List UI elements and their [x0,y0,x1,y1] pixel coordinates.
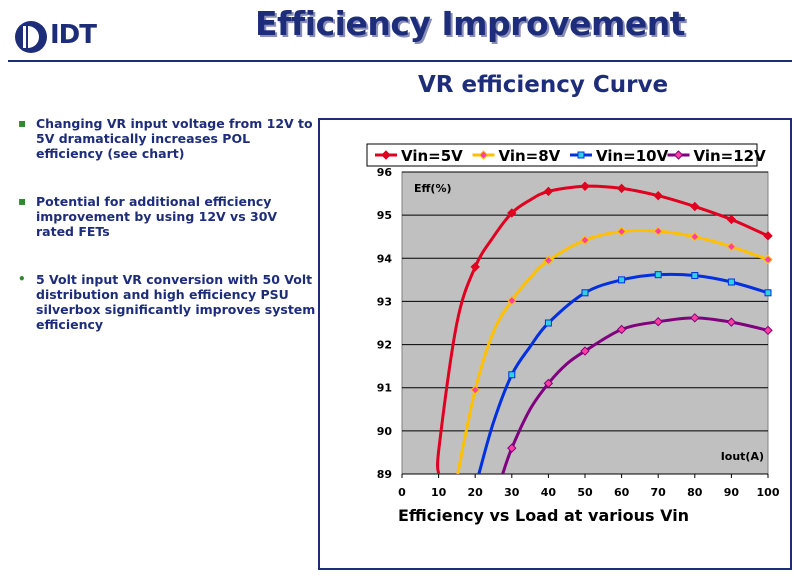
bullet-item: • 5 Volt input VR conversion with 50 Vol… [18,272,318,332]
efficiency-chart: 89 90 91 92 93 94 95 96 0 10 20 30 40 50 60 70 80 90 100 Ef… [366,143,780,499]
bullet-item: ▪ Changing VR input voltage from 12V to … [18,116,318,161]
y-tick-label: 90 [377,425,393,438]
data-point [653,316,663,327]
data-point [654,271,662,279]
x-tick-label: 0 [398,486,406,499]
x-tick-label: 20 [468,486,484,499]
plot-area [401,171,769,475]
data-point [470,262,480,272]
y-tick-label: 89 [377,468,392,481]
data-point [690,232,700,242]
bullet-list: ▪ Changing VR input voltage from 12V to … [18,116,318,332]
legend-label: Vin=8V [499,147,561,165]
bullet-text: 5 Volt input VR conversion with 50 Volt … [36,272,316,332]
bullet-text: Potential for additional efficiency impr… [36,194,278,239]
series-line-1 [436,184,768,474]
x-tick-label: 70 [651,486,667,499]
x-tick-label: 30 [504,486,520,499]
bullet-marker: • [18,272,26,286]
y-tick-label: 92 [377,339,392,352]
y-axis-label: Eff(%) [414,182,452,195]
idt-logo: IDT [14,20,114,56]
legend-label: Vin=5V [401,147,463,165]
data-point [508,371,516,379]
x-tick-label: 50 [577,486,593,499]
y-tick-label: 96 [377,166,393,179]
legend-marker [577,151,585,159]
legend-label: Vin=12V [694,147,767,165]
data-point [763,325,773,336]
x-axis-label: Iout(A) [721,450,764,463]
data-point [726,241,737,252]
x-tick-label: 100 [757,486,780,499]
y-tick-label: 95 [377,209,392,222]
data-point [543,186,554,197]
x-tick-label: 60 [614,486,630,499]
bullet-marker: ▪ [18,116,27,130]
data-point [507,208,517,218]
data-point [691,272,699,280]
chart-caption: Efficiency vs Load at various Vin [398,506,690,525]
x-tick-label: 80 [687,486,703,499]
data-point [618,276,626,284]
slide-title: Efficiency Improvement [255,4,686,43]
data-point [727,278,735,286]
data-point [616,324,627,335]
data-point [690,313,700,323]
x-tick-label: 40 [541,486,557,499]
slide-subtitle: VR efficiency Curve [418,72,669,98]
y-tick-label: 91 [377,382,392,395]
data-point [763,254,773,265]
data-point [470,385,480,395]
data-point [544,319,552,327]
idt-logo-icon [15,21,47,53]
chart-frame: 89 90 91 92 93 94 95 96 0 10 20 30 40 50 60 70 80 90 100 Ef… [318,118,792,570]
data-point [581,289,589,297]
y-tick-label: 94 [377,252,393,265]
data-point [507,443,517,453]
title-divider [8,60,792,62]
data-point [616,226,627,237]
legend-marker [381,150,391,160]
data-point [507,295,517,306]
data-point [616,183,627,194]
legend-marker [673,150,684,160]
bullet-item: ▪ Potential for additional efficiency im… [18,194,318,239]
data-point [653,226,663,236]
data-point [726,317,737,327]
logo-text: IDT [50,20,97,50]
x-tick-label: 10 [431,486,447,499]
bullet-text: Changing VR input voltage from 12V to 5V… [36,116,313,161]
legend-box [366,143,758,167]
data-point [764,289,772,297]
data-point [580,235,590,245]
y-tick-label: 93 [377,295,392,308]
x-tick-label: 90 [724,486,740,499]
data-point [726,214,737,225]
legend-marker [478,150,489,160]
data-point [580,181,590,191]
data-point [580,346,590,356]
bullet-marker: ▪ [18,194,27,208]
data-point [543,255,554,266]
legend-label: Vin=10V [596,147,669,165]
data-point [763,231,773,241]
data-point [543,378,554,389]
data-point [690,201,700,212]
data-point [653,191,663,201]
